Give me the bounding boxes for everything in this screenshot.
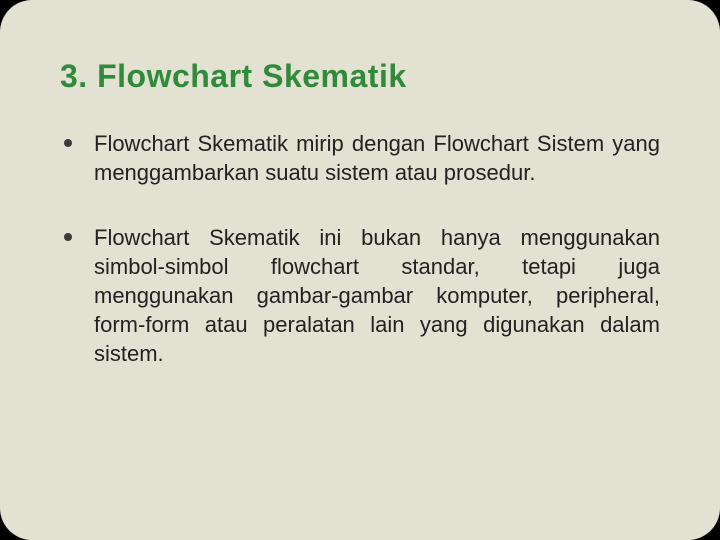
bullet-list: Flowchart Skematik mirip dengan Flowchar… <box>60 129 660 368</box>
bullet-icon <box>64 233 72 241</box>
slide-title: 3. Flowchart Skematik <box>60 58 660 95</box>
list-item: Flowchart Skematik ini bukan hanya mengg… <box>60 223 660 368</box>
list-item: Flowchart Skematik mirip dengan Flowchar… <box>60 129 660 187</box>
bullet-text: Flowchart Skematik ini bukan hanya mengg… <box>94 225 660 366</box>
bullet-text: Flowchart Skematik mirip dengan Flowchar… <box>94 131 660 185</box>
slide-content: 3. Flowchart Skematik Flowchart Skematik… <box>0 0 720 540</box>
bullet-icon <box>64 139 72 147</box>
